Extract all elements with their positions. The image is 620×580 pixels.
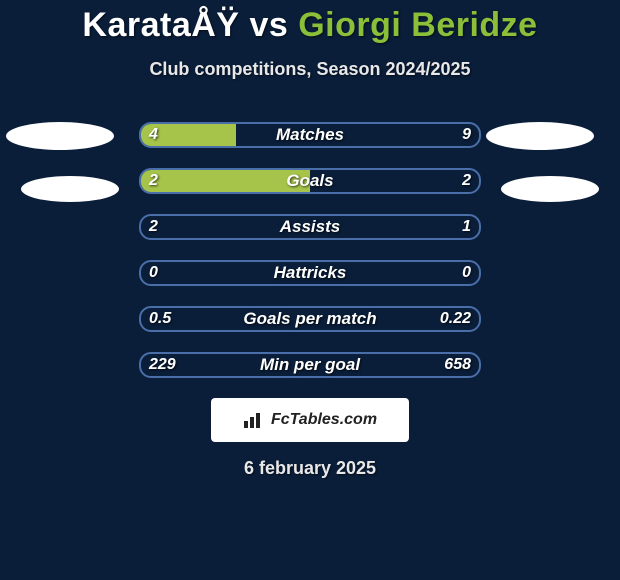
logo-text: FcTables.com — [271, 411, 377, 429]
stat-row: Assists21 — [139, 214, 481, 240]
page-title: KarataÅŸ vs Giorgi Beridze — [0, 0, 620, 45]
stat-bar-bg — [139, 168, 481, 194]
decorative-oval — [21, 176, 119, 202]
subtitle: Club competitions, Season 2024/2025 — [0, 59, 620, 80]
stat-fill-left — [141, 170, 310, 192]
stat-row: Hattricks00 — [139, 260, 481, 286]
stat-row: Min per goal229658 — [139, 352, 481, 378]
stat-row: Goals per match0.50.22 — [139, 306, 481, 332]
decorative-oval — [486, 122, 594, 150]
fctables-logo: FcTables.com — [211, 398, 409, 442]
decorative-oval — [501, 176, 599, 202]
stat-bar-bg — [139, 260, 481, 286]
stat-row: Matches49 — [139, 122, 481, 148]
stat-fill-left — [141, 124, 236, 146]
bars-icon — [243, 411, 265, 429]
decorative-oval — [6, 122, 114, 150]
player1-name: KarataÅŸ — [82, 6, 239, 44]
date-text: 6 february 2025 — [0, 458, 620, 479]
stats-chart: Matches49 Goals22 Assists21 Hattricks00 Goal… — [139, 122, 481, 378]
stat-bar-bg — [139, 352, 481, 378]
stat-bar-bg — [139, 306, 481, 332]
stat-row: Goals22 — [139, 168, 481, 194]
stat-bar-bg — [139, 214, 481, 240]
stat-bar-bg — [139, 122, 481, 148]
vs-text: vs — [249, 6, 288, 44]
player2-name: Giorgi Beridze — [298, 6, 537, 44]
infographic-root: KarataÅŸ vs Giorgi Beridze Club competit… — [0, 0, 620, 580]
